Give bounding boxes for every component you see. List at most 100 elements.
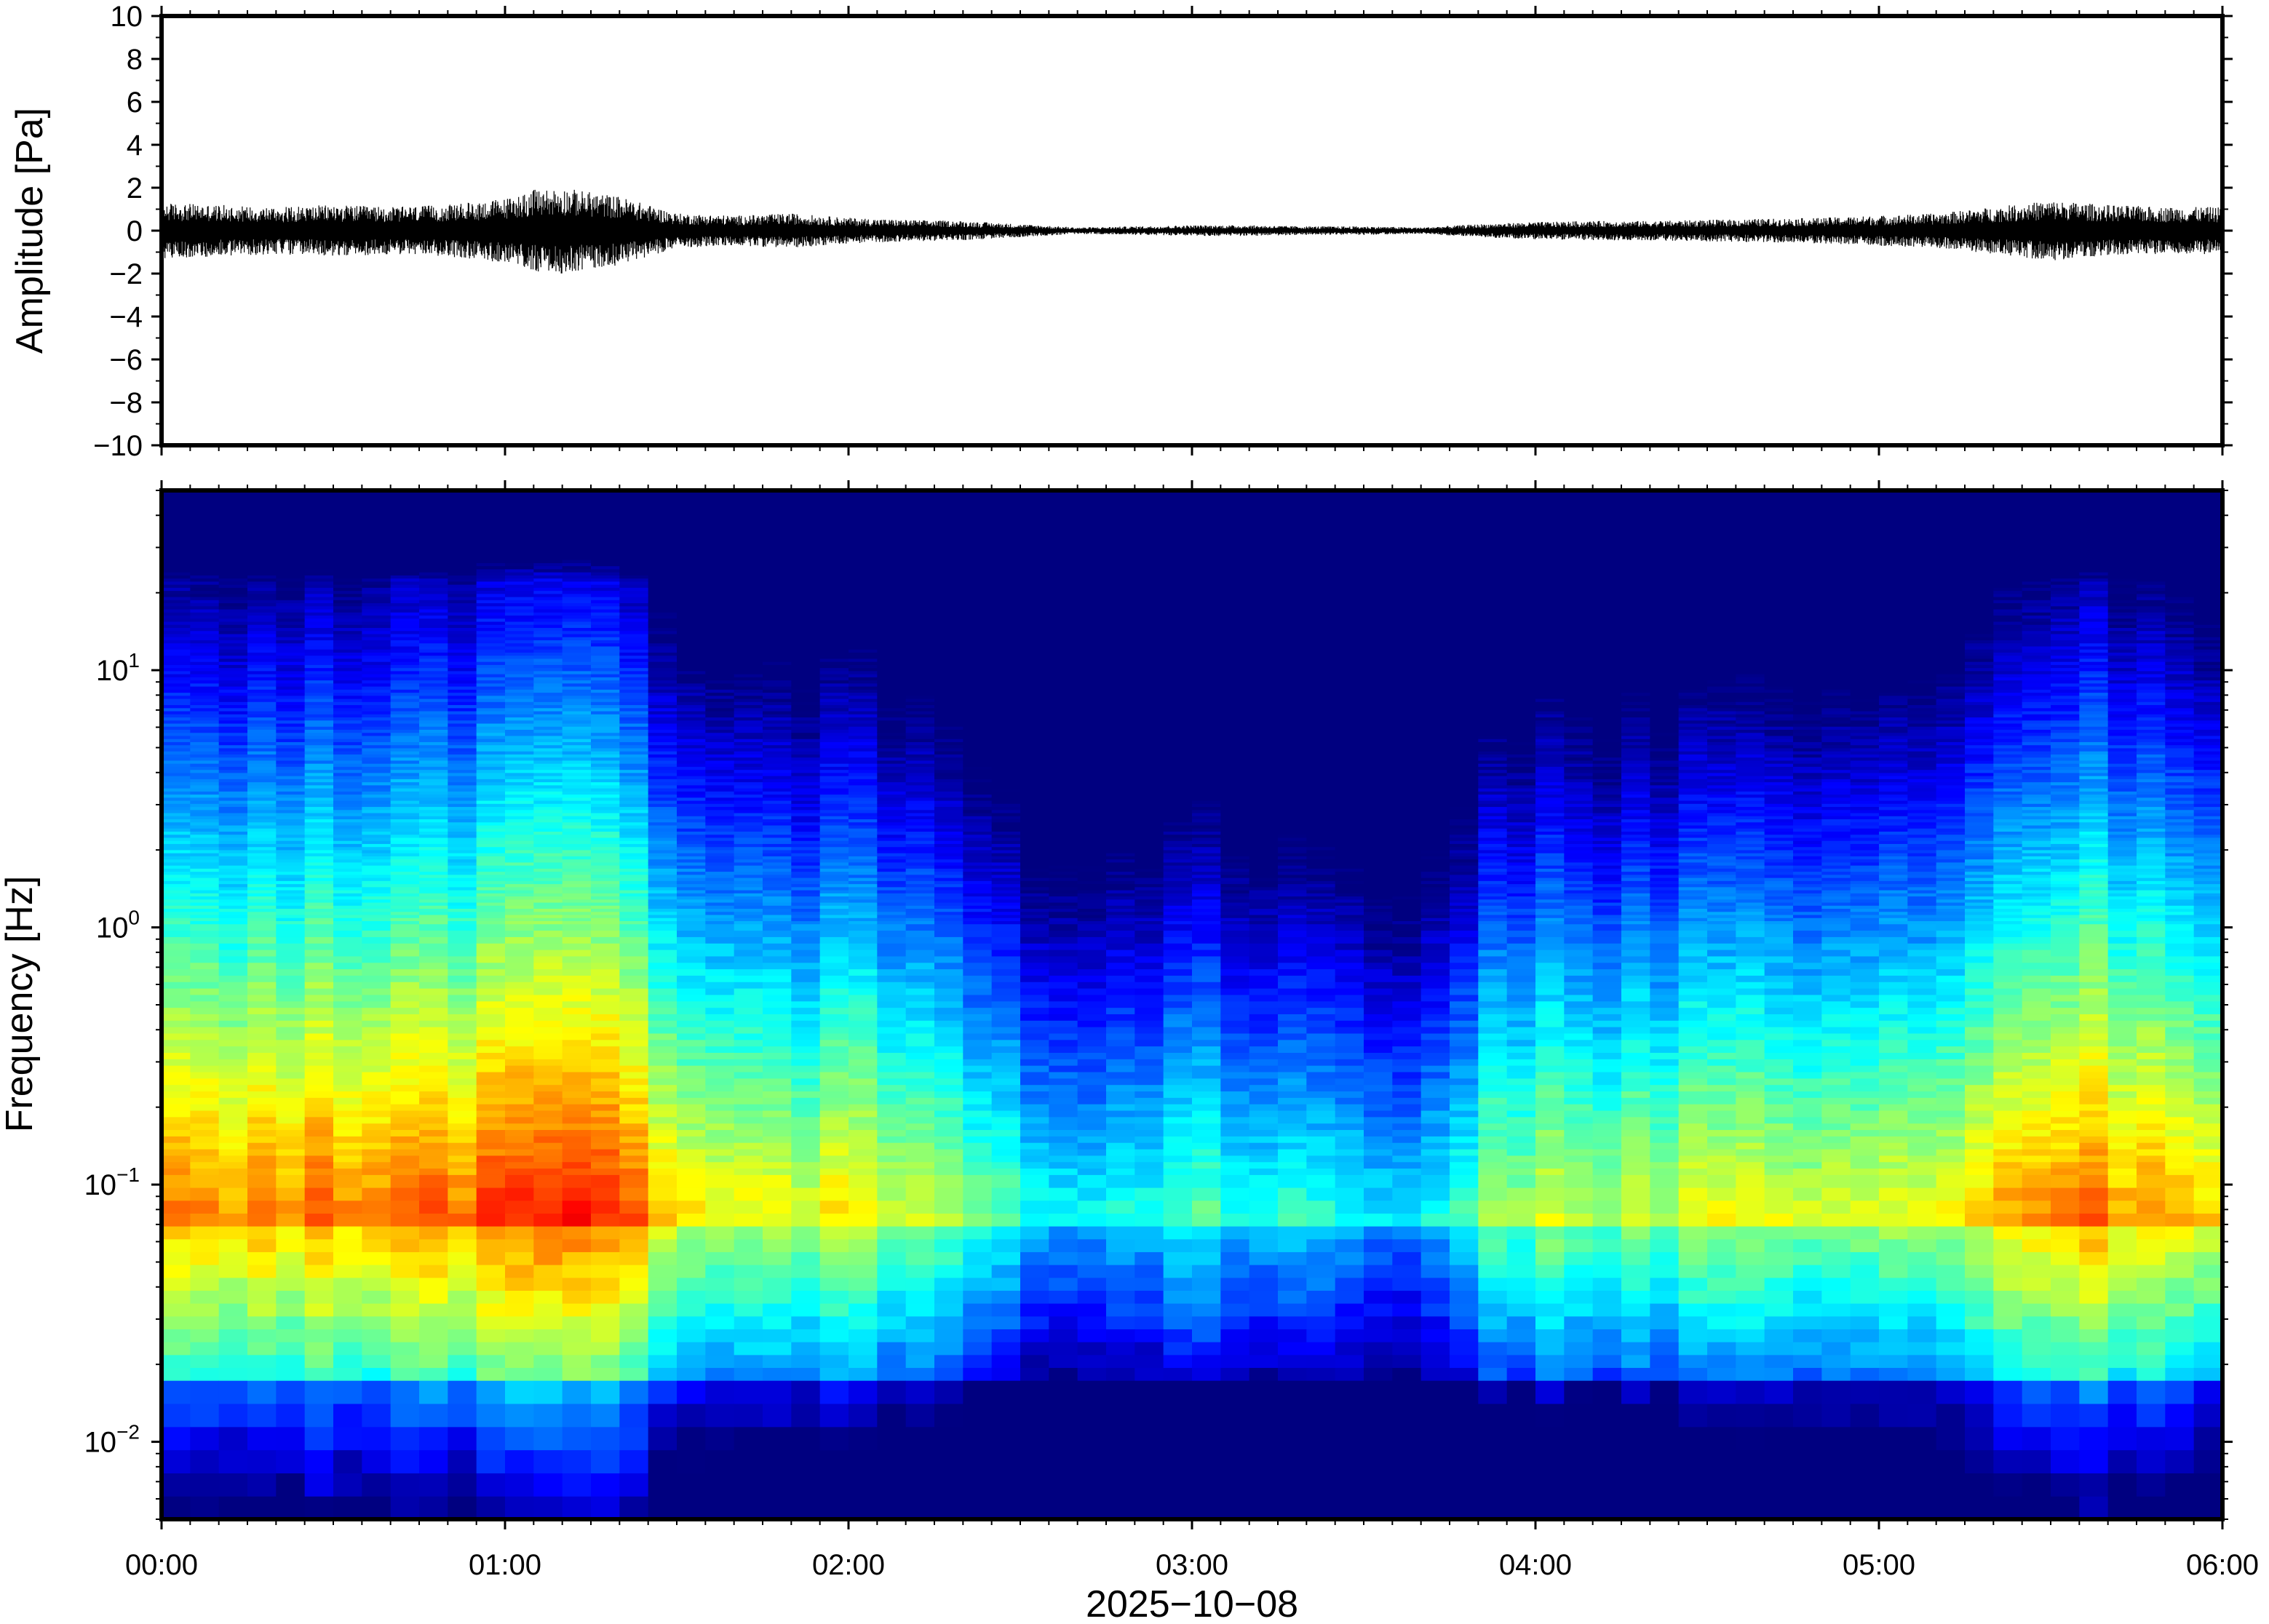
spectrogram-cell [763,1426,792,1451]
spectrogram-cell [190,550,220,554]
spectrogram-cell [218,624,248,629]
spectrogram-cell [505,856,534,860]
spectrogram-cell [763,621,792,625]
spectrogram-cell [476,717,506,721]
spectrogram-cell [734,982,763,989]
spectrogram-cell [791,553,821,557]
spectrogram-cell [705,769,735,773]
spectrogram-cell [190,739,220,742]
spectrogram-cell [247,994,277,1002]
spectrogram-cell [190,618,220,622]
spectrogram-cell [162,652,191,656]
spectrogram-cell [533,918,563,921]
spectrogram-cell [533,930,563,937]
spectrogram-cell [276,1123,306,1131]
spectrogram-cell [505,655,534,659]
spectrogram-cell [162,962,191,970]
spectrogram-cell [705,901,735,906]
spectrogram-cell [448,562,477,567]
spectrogram-cell [162,975,191,982]
spectrogram-cell [276,874,306,878]
spectrogram-cell [562,1226,592,1240]
spectrogram-cell [276,1116,306,1124]
spectrogram-cell [476,1142,506,1150]
spectrogram-cell [304,544,334,548]
spectrogram-cell [619,905,649,909]
spectrogram-cell [276,642,306,647]
spectrogram-cell [533,652,563,656]
spectrogram-cell [677,784,706,789]
spectrogram-cell [591,779,620,783]
spectrogram-cell [705,612,735,616]
spectrogram-cell [448,627,477,632]
spectrogram-cell [734,695,763,699]
spectrogram-cell [705,806,735,811]
spectrogram-cell [819,1213,849,1227]
spectrogram-cell [619,797,649,801]
spectrogram-cell [419,800,448,804]
spectrogram-cell [705,605,735,610]
spectrogram-cell [247,975,277,982]
spectrogram-cell [619,868,649,872]
spectrogram-cell [390,1329,420,1342]
spectrogram-cell [390,757,420,761]
spectrogram-cell [763,943,792,950]
spectrogram-cell [190,525,220,530]
spectrogram-cell [419,1020,448,1027]
spectrogram-cell [591,828,620,832]
spectrogram-cell [533,717,563,721]
spectrogram-cell [448,640,477,644]
spectrogram-cell [162,821,191,826]
spectrogram-cell [333,655,362,659]
spectrogram-cell [190,896,220,900]
spectrogram-cell [162,621,191,625]
spectrogram-cell [591,1342,620,1356]
spectrogram-cell [505,535,534,538]
spectrogram-cell [791,590,821,594]
spectrogram-cell [819,784,849,789]
spectrogram-cell [505,1039,534,1047]
spectrogram-cell [505,1265,534,1278]
spectrogram-cell [304,809,334,813]
spectrogram-cell [677,920,706,925]
spectrogram-cell [533,695,563,699]
spectrogram-cell [333,911,362,915]
spectrogram-cell [619,1000,649,1008]
spectrogram-cell [677,886,706,891]
spectrogram-cell [362,735,392,739]
spectrogram-cell [247,883,277,888]
spectrogram-cell [819,797,849,801]
spectrogram-cell [791,1000,821,1008]
spectrogram-cell [734,621,763,625]
spectrogram-cell [276,1027,306,1034]
spectrogram-cell [218,590,248,594]
spectrogram-cell [734,1104,763,1111]
spectrogram-cell [190,531,220,536]
spectrogram-cell [791,1426,821,1451]
spectrogram-cell [162,840,191,844]
spectrogram-cell [791,682,821,687]
spectrogram-cell [763,1168,792,1175]
spectrogram-cell [705,975,735,982]
spectrogram-cell [190,824,220,829]
spectrogram-cell [276,680,306,684]
spectrogram-cell [162,831,191,835]
spectrogram-cell [763,637,792,640]
spectrogram-cell [505,1342,534,1356]
spectrogram-cell [677,889,706,893]
spectrogram-cell [247,776,277,779]
spectrogram-cell [390,726,420,730]
spectrogram-cell [362,1059,392,1066]
spectrogram-cell [791,1213,821,1227]
spectrogram-cell [362,1168,392,1175]
spectrogram-cell [276,630,306,634]
spectrogram-cell [619,1161,649,1169]
spectrogram-cell [648,501,677,505]
spectrogram-cell [218,828,248,832]
spectrogram-cell [247,950,277,957]
spectrogram-cell [304,803,334,808]
spectrogram-cell [533,624,563,629]
spectrogram-cell [505,633,534,637]
spectrogram-cell [734,914,763,918]
spectrogram-cell [677,608,706,613]
